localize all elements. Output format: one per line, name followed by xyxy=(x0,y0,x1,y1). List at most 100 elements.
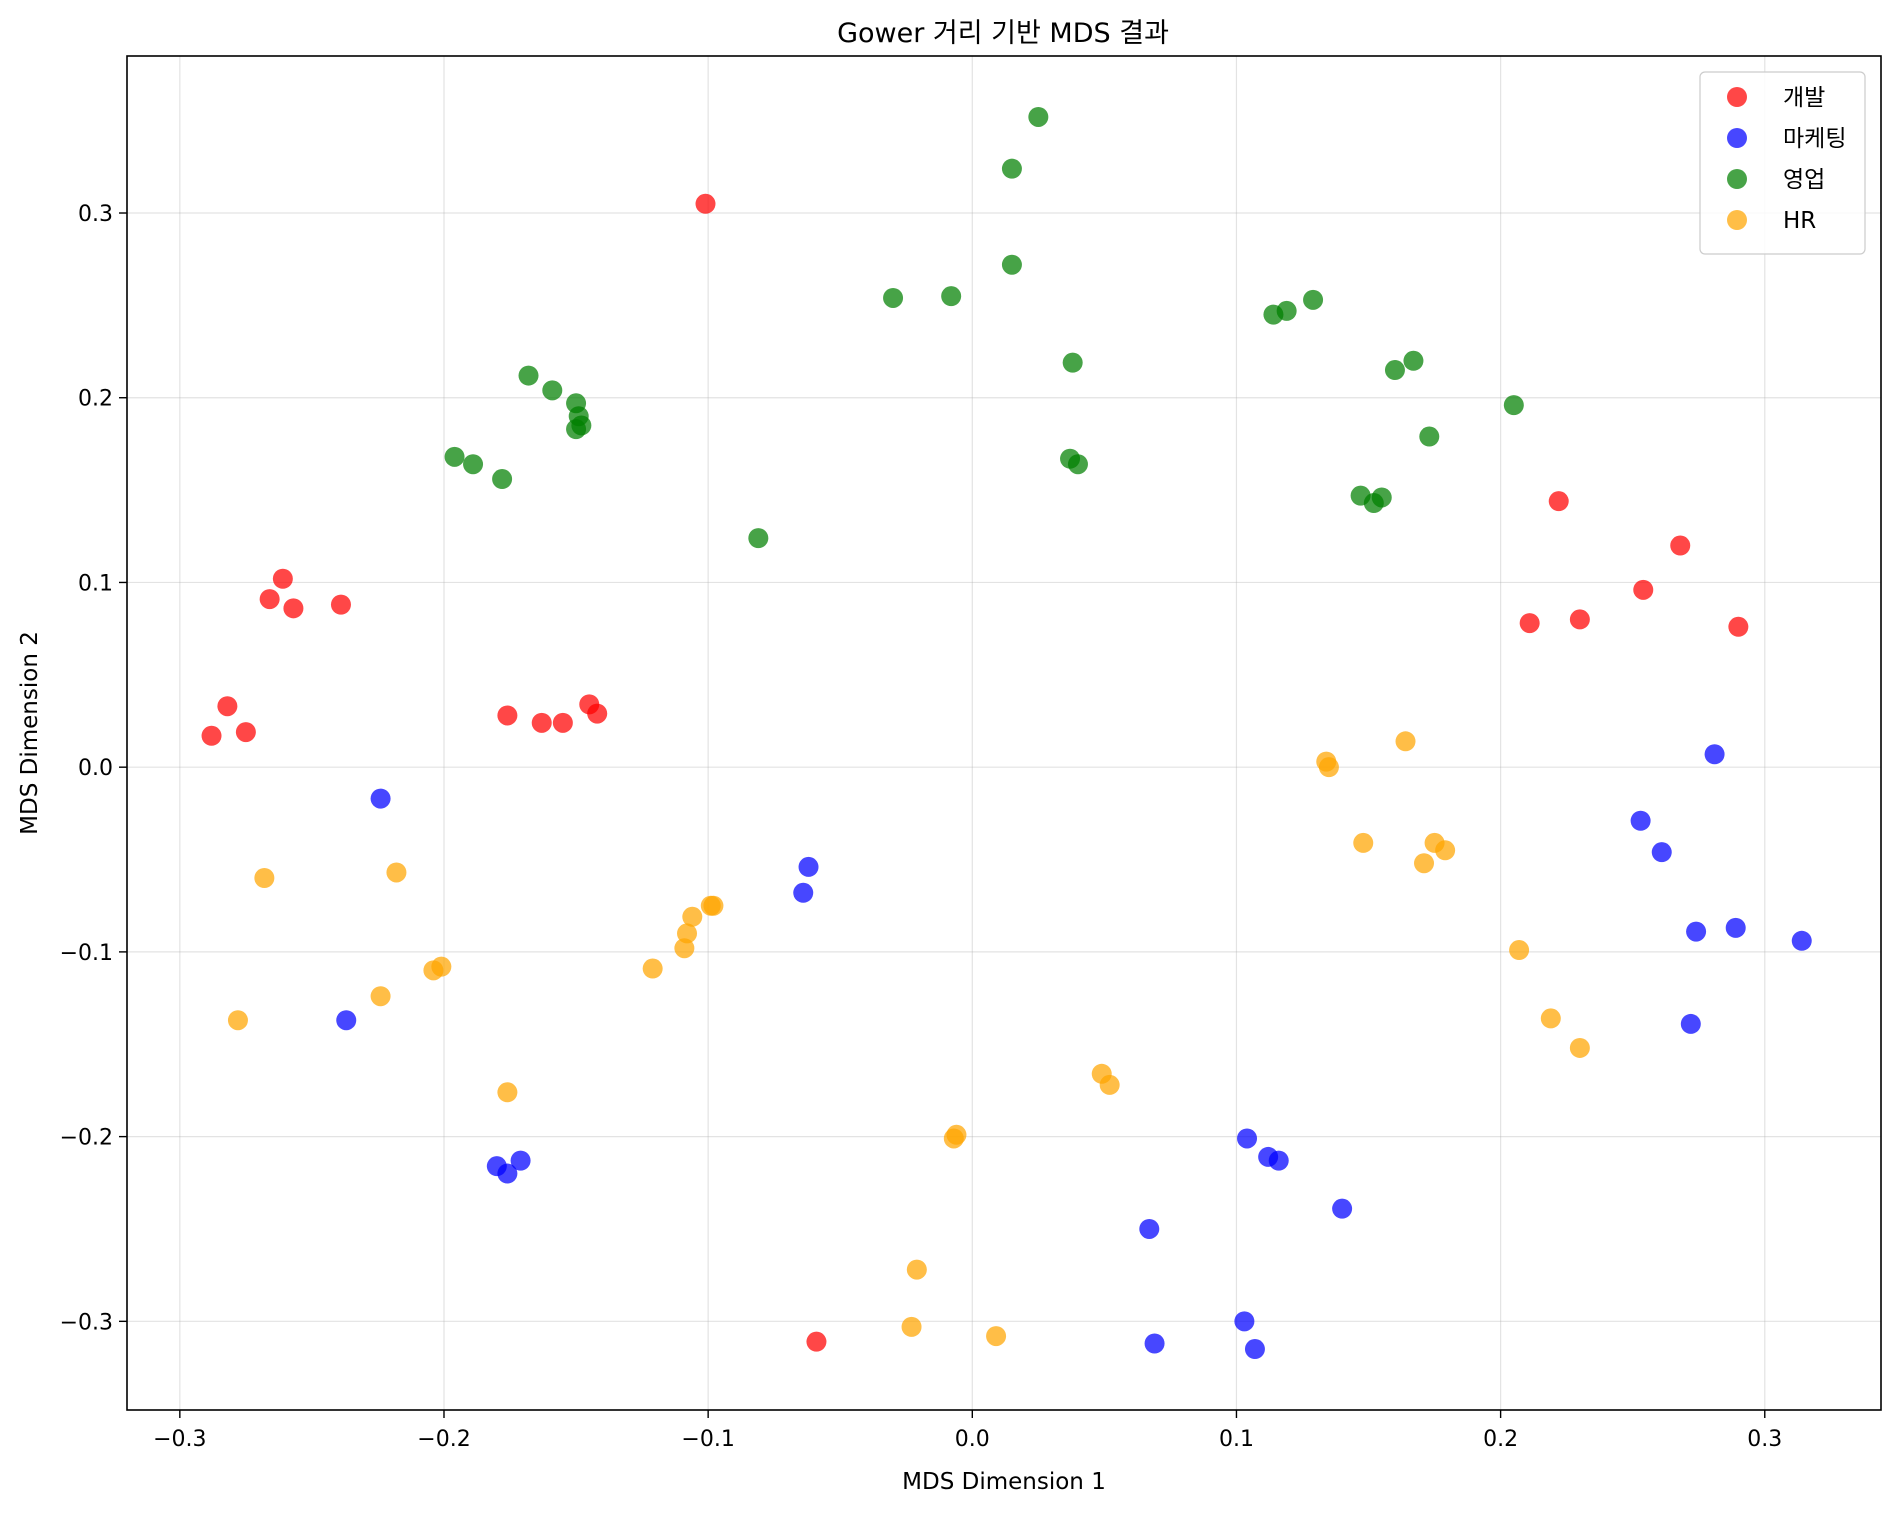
data-point xyxy=(695,193,716,214)
x-tick-label: −0.3 xyxy=(153,1427,206,1452)
data-point xyxy=(510,1150,531,1171)
data-point xyxy=(272,568,293,589)
x-tick-label: 0.3 xyxy=(1747,1427,1782,1452)
data-point xyxy=(1028,106,1049,127)
data-point xyxy=(798,856,819,877)
legend-marker xyxy=(1727,169,1747,189)
data-point xyxy=(1403,350,1424,371)
data-point xyxy=(1686,921,1707,942)
data-point xyxy=(235,722,256,743)
data-point xyxy=(492,469,513,490)
data-point xyxy=(1670,535,1691,556)
data-point xyxy=(444,446,465,467)
data-point xyxy=(986,1326,1007,1347)
data-point xyxy=(1791,930,1812,951)
data-point xyxy=(1067,454,1088,475)
data-point xyxy=(1303,289,1324,310)
data-point xyxy=(1144,1333,1165,1354)
y-tick-label: −0.1 xyxy=(60,941,113,966)
data-point xyxy=(552,712,573,733)
y-tick-label: 0.2 xyxy=(78,387,113,412)
data-point xyxy=(1651,842,1672,863)
plot-frame xyxy=(126,55,1882,1411)
y-tick-label: 0.1 xyxy=(78,571,113,596)
data-point xyxy=(682,906,703,927)
data-point xyxy=(566,419,587,440)
data-point xyxy=(1569,1037,1590,1058)
data-point xyxy=(497,705,518,726)
data-point xyxy=(1371,487,1392,508)
data-point xyxy=(1353,832,1374,853)
data-point xyxy=(283,598,304,619)
legend-box xyxy=(1699,71,1866,255)
legend-label: HR xyxy=(1783,208,1816,234)
data-point xyxy=(386,862,407,883)
data-point xyxy=(1062,352,1083,373)
legend-label: 마케팅 xyxy=(1783,126,1846,152)
data-point xyxy=(201,725,222,746)
data-point xyxy=(587,703,608,724)
data-point xyxy=(542,380,563,401)
data-point xyxy=(1001,158,1022,179)
x-tick-label: 0.1 xyxy=(1219,1427,1254,1452)
data-point xyxy=(1728,616,1749,637)
data-point xyxy=(941,286,962,307)
data-points xyxy=(201,106,1812,1360)
data-point xyxy=(463,454,484,475)
data-point xyxy=(1268,1150,1289,1171)
data-point xyxy=(431,956,452,977)
data-point xyxy=(497,1082,518,1103)
x-axis-label: MDS Dimension 1 xyxy=(902,1469,1106,1495)
data-point xyxy=(1704,744,1725,765)
x-tick-label: 0.0 xyxy=(955,1427,990,1452)
data-point xyxy=(703,895,724,916)
data-point xyxy=(370,788,391,809)
data-point xyxy=(1332,1198,1353,1219)
data-point xyxy=(1519,613,1540,634)
data-point xyxy=(901,1316,922,1337)
data-point xyxy=(1414,853,1435,874)
data-point xyxy=(677,923,698,944)
data-point xyxy=(1395,731,1416,752)
data-point xyxy=(1725,917,1746,938)
data-point xyxy=(330,594,351,615)
data-point xyxy=(1318,757,1339,778)
y-tick-label: −0.3 xyxy=(60,1310,113,1335)
series-3 xyxy=(227,731,1590,1347)
data-point xyxy=(1680,1013,1701,1034)
legend-marker xyxy=(1727,128,1747,148)
data-point xyxy=(883,287,904,308)
data-point xyxy=(1237,1128,1258,1149)
y-tick-label: 0.3 xyxy=(78,202,113,227)
series-2 xyxy=(444,106,1524,549)
legend-label: 개발 xyxy=(1783,85,1825,111)
data-point xyxy=(1630,810,1651,831)
data-point xyxy=(1419,426,1440,447)
data-point xyxy=(518,365,539,386)
grid xyxy=(127,56,1881,1410)
series-1 xyxy=(336,744,1812,1360)
data-point xyxy=(793,882,814,903)
data-point xyxy=(1139,1218,1160,1239)
data-point xyxy=(1384,360,1405,381)
data-point xyxy=(943,1128,964,1149)
y-tick-label: −0.2 xyxy=(60,1126,113,1151)
series-0 xyxy=(201,193,1749,1352)
data-point xyxy=(370,986,391,1007)
data-point xyxy=(1569,609,1590,630)
data-point xyxy=(497,1163,518,1184)
data-point xyxy=(1548,491,1569,512)
legend-marker xyxy=(1727,87,1747,107)
data-point xyxy=(1234,1311,1255,1332)
x-tick-label: −0.2 xyxy=(417,1427,470,1452)
x-tick-label: 0.2 xyxy=(1483,1427,1518,1452)
data-point xyxy=(1503,395,1524,416)
data-point xyxy=(336,1010,357,1031)
axis-ticks: −0.3 −0.2 −0.1 0.0 0.1 0.2 0.3 −0.3 −0.2 −0.1 0.0 0… xyxy=(60,202,1783,1452)
data-point xyxy=(217,696,238,717)
data-point xyxy=(1509,940,1530,961)
data-point xyxy=(1244,1339,1265,1360)
data-point xyxy=(1276,300,1297,321)
data-point xyxy=(1435,840,1456,861)
